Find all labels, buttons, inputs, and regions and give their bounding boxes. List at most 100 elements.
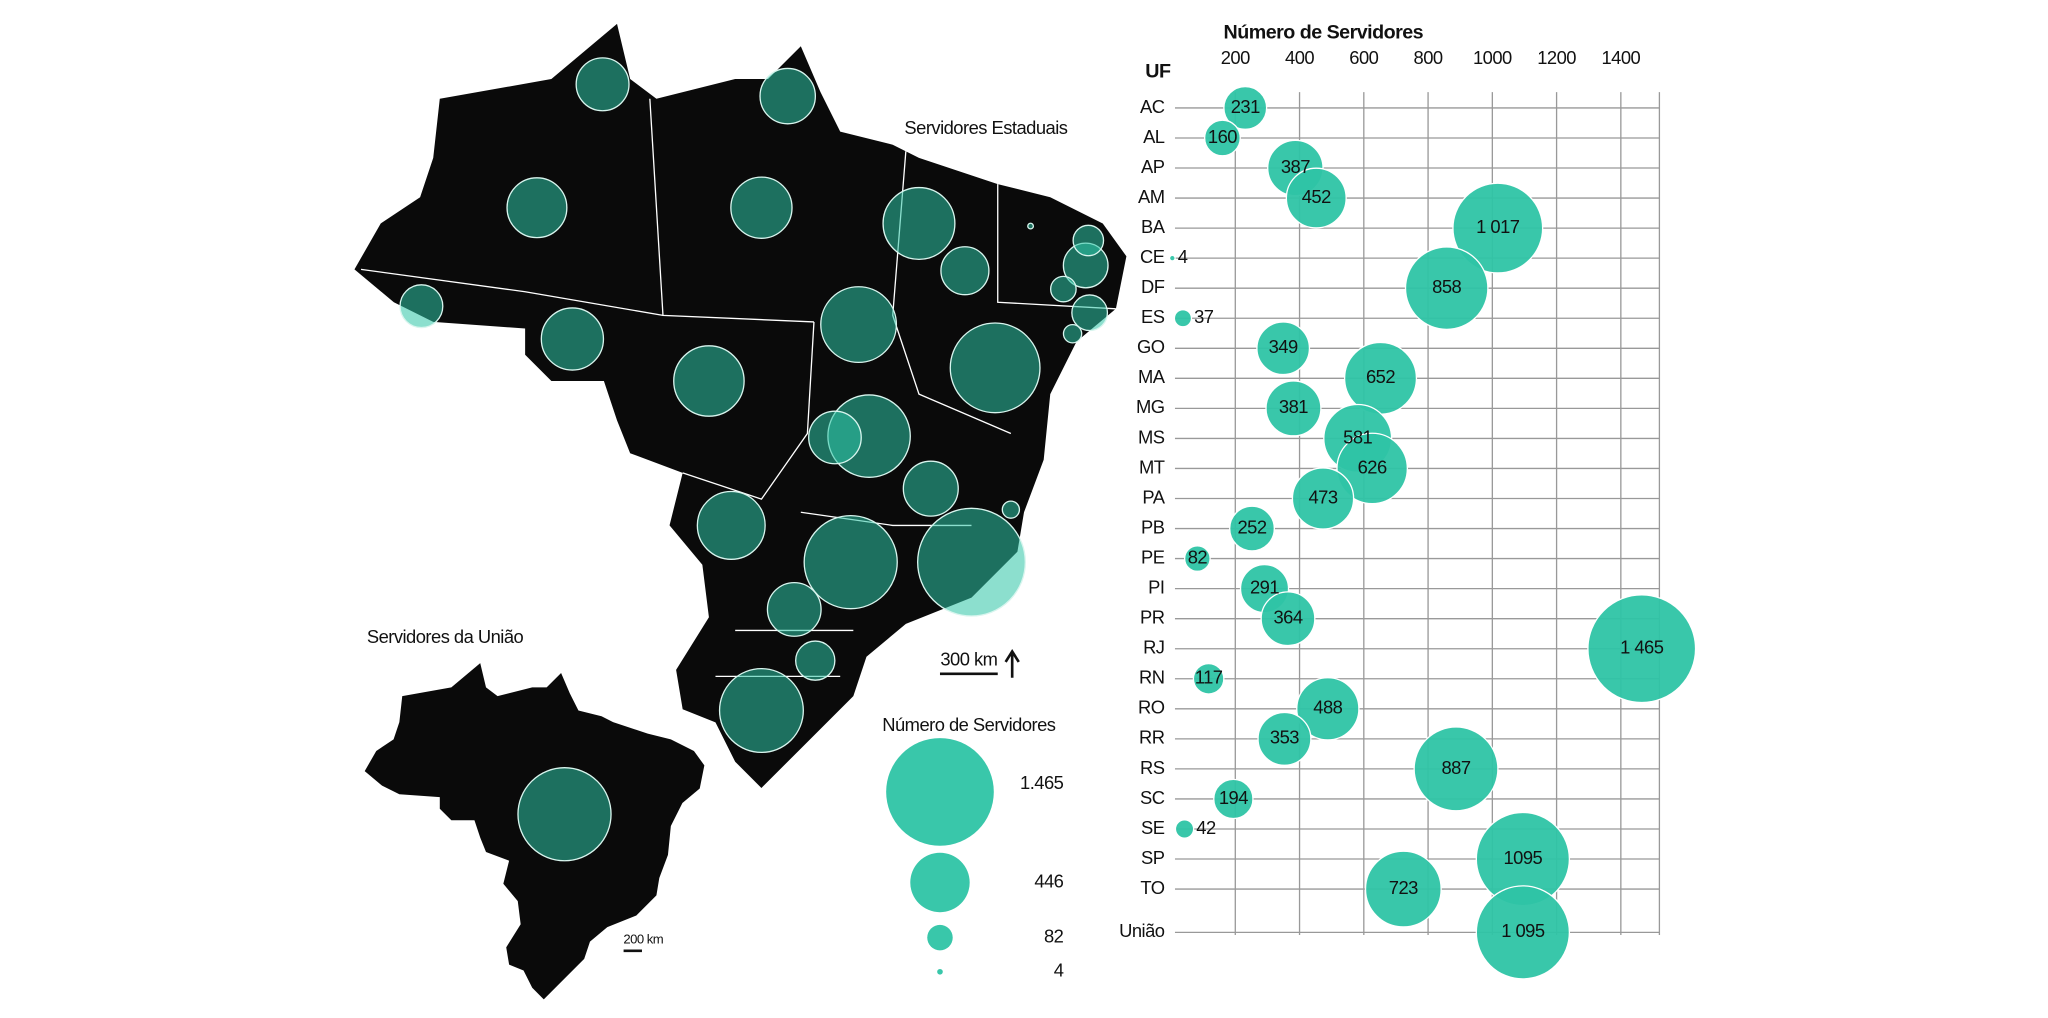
- data-label: 887: [1441, 757, 1470, 778]
- map-bubble: [803, 514, 898, 610]
- x-tick-label: 1400: [1601, 47, 1640, 68]
- size-legend-bubble: [886, 738, 994, 846]
- bubble: [1452, 182, 1544, 274]
- size-legend-bubble: [927, 924, 953, 951]
- category-label: SE: [1141, 817, 1165, 838]
- map-bubble: [517, 767, 612, 862]
- map-bubble: [949, 322, 1041, 414]
- map-bubble: [766, 581, 822, 637]
- category-label: PE: [1141, 546, 1165, 567]
- bubble: [1192, 662, 1225, 695]
- category-label: AL: [1143, 126, 1165, 147]
- category-label: PA: [1142, 486, 1165, 507]
- map-bubble: [795, 640, 836, 681]
- map-bubble: [1027, 222, 1035, 230]
- map-bubble: [808, 410, 862, 465]
- category-label: MT: [1139, 456, 1165, 477]
- bubble: [1183, 545, 1211, 572]
- union-title: Servidores da União: [367, 626, 524, 647]
- bubble: [1256, 321, 1311, 376]
- y-axis-title: UF: [1145, 61, 1171, 83]
- x-tick-label: 400: [1285, 47, 1314, 68]
- category-label: MS: [1138, 426, 1165, 447]
- x-tick-label: 200: [1221, 47, 1250, 68]
- data-label: 488: [1313, 697, 1342, 718]
- scale-label: 300 km: [940, 648, 997, 669]
- bubble: [1285, 167, 1347, 229]
- bubble: [1587, 594, 1697, 704]
- map-bubble: [1072, 224, 1105, 257]
- bubble: [1364, 850, 1442, 928]
- data-label: 42: [1196, 817, 1216, 838]
- map-bubble: [902, 460, 959, 517]
- data-label: 723: [1389, 877, 1418, 898]
- x-tick-label: 1200: [1537, 47, 1576, 68]
- data-label: 858: [1432, 276, 1461, 297]
- data-label: 387: [1281, 156, 1310, 177]
- category-label: RJ: [1143, 637, 1164, 658]
- category-label: MG: [1136, 396, 1165, 417]
- data-label: 381: [1279, 396, 1308, 417]
- category-label: AM: [1138, 186, 1165, 207]
- map-bubble: [506, 177, 568, 239]
- data-label: 581: [1343, 426, 1372, 447]
- bubble: [1336, 432, 1409, 505]
- data-label: 117: [1195, 667, 1223, 688]
- category-label: AP: [1141, 156, 1165, 177]
- bubble: [1213, 778, 1254, 820]
- category-label: SP: [1141, 847, 1165, 868]
- data-label: 626: [1358, 456, 1387, 477]
- data-label: 349: [1269, 336, 1298, 357]
- bubble: [1203, 119, 1241, 157]
- category-label: PI: [1148, 576, 1164, 597]
- size-legend-label: 1.465: [1020, 772, 1064, 793]
- map-bubble: [673, 345, 745, 417]
- map-bubble: [1001, 500, 1021, 519]
- category-label: DF: [1141, 276, 1165, 297]
- map-bubble: [1062, 323, 1083, 344]
- category-label: União: [1119, 920, 1165, 941]
- category-label: PR: [1140, 607, 1165, 628]
- data-label: 37: [1194, 306, 1214, 327]
- map-bubble: [1049, 275, 1077, 303]
- data-label: 82: [1188, 546, 1208, 567]
- category-label: RS: [1140, 757, 1165, 778]
- data-label: 1 465: [1620, 637, 1664, 658]
- data-label: 473: [1308, 486, 1337, 507]
- bubble: [1404, 246, 1489, 331]
- map-bubble: [399, 284, 444, 329]
- map-bubble: [718, 667, 804, 754]
- x-tick-label: 800: [1414, 47, 1443, 68]
- bubble: [1475, 885, 1571, 980]
- x-tick-label: 1000: [1473, 47, 1512, 68]
- data-label: 4: [1178, 246, 1188, 267]
- bubble: [1174, 819, 1195, 839]
- map-bubble: [696, 490, 766, 560]
- category-label: RO: [1138, 697, 1165, 718]
- category-label: TO: [1140, 877, 1164, 898]
- north-arrow: [1004, 648, 1020, 678]
- map-bubble: [1071, 294, 1109, 332]
- state-border: [360, 268, 664, 317]
- bubble: [1168, 254, 1176, 262]
- size-legend-label: 446: [1034, 870, 1063, 891]
- map-title: Servidores Estaduais: [904, 117, 1067, 138]
- map-bubble: [820, 286, 898, 364]
- data-label: 1095: [1503, 847, 1542, 868]
- size-legend-bubble: [910, 852, 970, 913]
- data-label: 291: [1250, 576, 1279, 597]
- category-label: MA: [1138, 366, 1166, 387]
- size-legend-bubble: [937, 968, 943, 975]
- size-legend-label: 82: [1044, 925, 1064, 946]
- data-label: 1 017: [1476, 216, 1520, 237]
- bubble: [1223, 85, 1268, 130]
- x-tick-label: 600: [1349, 47, 1378, 68]
- data-label: 194: [1219, 787, 1248, 808]
- bubble: [1291, 467, 1355, 530]
- category-label: BA: [1141, 216, 1166, 237]
- map-bubble: [940, 246, 990, 296]
- data-label: 160: [1208, 126, 1237, 147]
- category-label: SC: [1140, 787, 1165, 808]
